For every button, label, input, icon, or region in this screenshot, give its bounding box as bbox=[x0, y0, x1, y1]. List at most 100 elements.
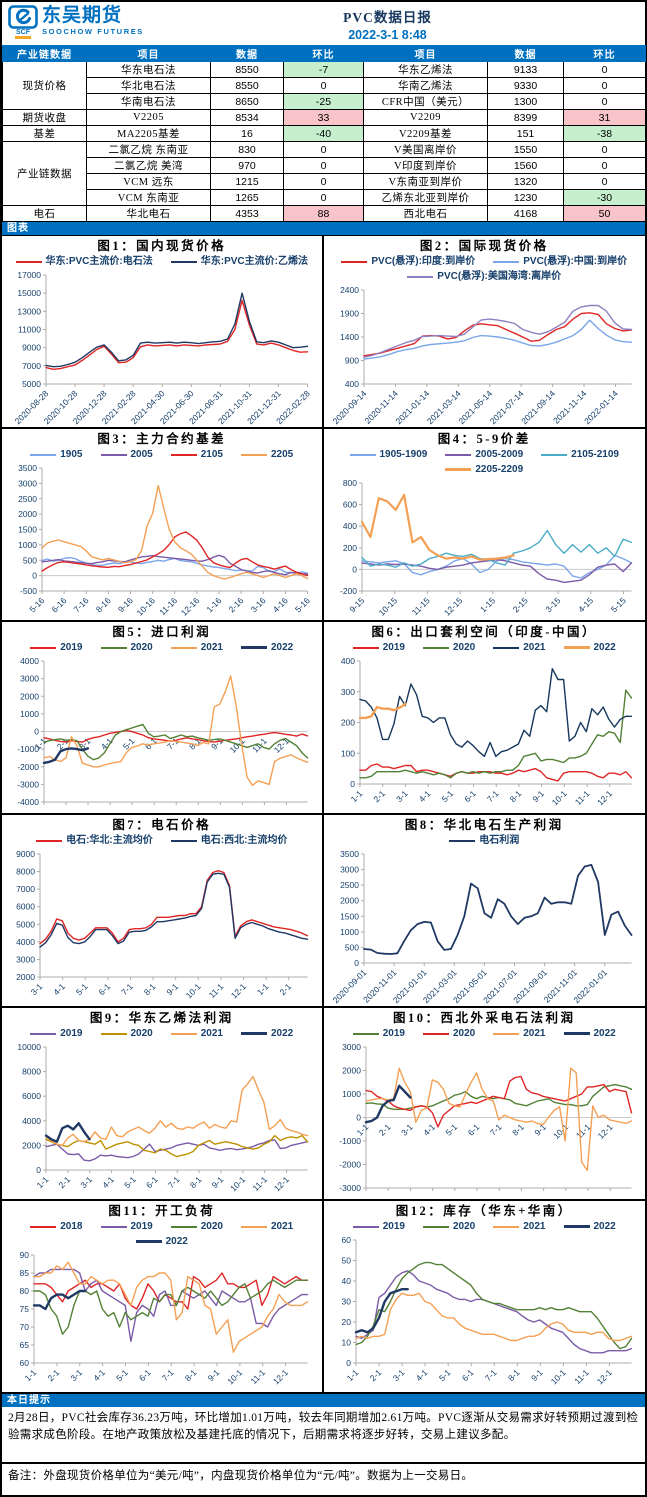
svg-text:3000: 3000 bbox=[20, 674, 39, 684]
legend-label: 2105-2109 bbox=[571, 449, 619, 460]
brand-name-cn: 东吴期货 bbox=[42, 5, 123, 26]
legend-label: 2019 bbox=[60, 642, 83, 653]
table-row: 电石 华北电石 4353 88 西北电石 4168 50 bbox=[2, 205, 646, 222]
legend-label: 2022 bbox=[271, 1028, 294, 1039]
chart-title: 图3：主力合约基差 bbox=[97, 432, 227, 446]
legend-entry: 1905-1909 bbox=[349, 447, 427, 462]
svg-text:9-1: 9-1 bbox=[530, 788, 546, 804]
svg-text:4-15: 4-15 bbox=[576, 595, 595, 614]
svg-text:2-1: 2-1 bbox=[277, 981, 293, 997]
value-cell: 1550 bbox=[487, 141, 564, 158]
legend-swatch bbox=[170, 646, 197, 649]
svg-text:3-15: 3-15 bbox=[543, 595, 562, 614]
svg-text:0: 0 bbox=[34, 727, 39, 737]
chart-plot: 05001000150020002500300035002020-09-0120… bbox=[330, 849, 632, 1005]
legend-label: 2205-2209 bbox=[475, 464, 524, 475]
legend-entry: PVC(悬浮):中国:到岸价 bbox=[493, 254, 627, 269]
svg-text:2400: 2400 bbox=[340, 285, 359, 295]
chart-legend: 2019 2020 2021 2022 bbox=[328, 1026, 642, 1041]
svg-text:1000: 1000 bbox=[18, 540, 37, 550]
legend-entry: PVC(悬浮):美国海湾:离岸价 bbox=[407, 269, 561, 284]
chart-title: 图12：库存（华东+华南） bbox=[395, 1204, 573, 1218]
change-cell: 88 bbox=[283, 205, 364, 222]
svg-text:400: 400 bbox=[340, 656, 354, 666]
svg-text:1-1: 1-1 bbox=[255, 981, 271, 997]
legend-label: 2020 bbox=[453, 642, 476, 653]
legend-label: PVC(悬浮):美国海湾:离岸价 bbox=[437, 271, 562, 282]
value-cell: 8399 bbox=[487, 109, 564, 126]
svg-text:9-1: 9-1 bbox=[164, 981, 180, 997]
svg-text:2-16: 2-16 bbox=[226, 595, 245, 614]
value-cell: 8550 bbox=[210, 77, 284, 94]
report-title: PVC数据日报 bbox=[343, 10, 432, 25]
legend-entry: 2019 bbox=[352, 1219, 405, 1234]
svg-text:200: 200 bbox=[342, 543, 356, 553]
legend-entry: 2022 bbox=[241, 640, 293, 655]
legend-entry: 2018 bbox=[30, 1219, 83, 1234]
svg-text:8-1: 8-1 bbox=[183, 1367, 199, 1383]
item-cell: 华东乙烯法 bbox=[363, 61, 488, 78]
legend-label: 2022 bbox=[593, 1028, 616, 1039]
chart-legend: 2019 2020 2021 2022 bbox=[328, 640, 642, 655]
item-cell: VCM 远东 bbox=[86, 173, 211, 190]
chart-figure-2: 图2：国际现货价格 PVC(悬浮):印度:到岸价 PVC(悬浮):中国:到岸价 PV… bbox=[323, 236, 645, 429]
brand-text: 东吴期货 SOOCHOW FUTURES bbox=[42, 5, 144, 36]
svg-text:2-1: 2-1 bbox=[371, 788, 387, 804]
svg-text:50: 50 bbox=[341, 1256, 351, 1266]
svg-text:4-1: 4-1 bbox=[91, 1367, 107, 1383]
legend-entry: 2019 bbox=[352, 1026, 405, 1041]
svg-text:800: 800 bbox=[342, 478, 356, 488]
svg-text:7000: 7000 bbox=[16, 884, 35, 894]
svg-text:7-1: 7-1 bbox=[484, 788, 500, 804]
svg-text:12-15: 12-15 bbox=[441, 595, 464, 618]
svg-text:6-16: 6-16 bbox=[49, 595, 68, 614]
legend-swatch bbox=[493, 646, 520, 649]
svg-text:1000: 1000 bbox=[340, 927, 359, 937]
col-header-value: 数据 bbox=[210, 45, 284, 62]
legend-entry: 2019 bbox=[352, 640, 405, 655]
svg-text:12-1: 12-1 bbox=[229, 981, 248, 1000]
legend-swatch bbox=[352, 1225, 379, 1228]
legend-swatch bbox=[445, 468, 472, 471]
charts-grid: 图1：国内现货价格 华东:PVC主流价:电石法 华东:PVC主流价:乙烯法 500… bbox=[2, 235, 645, 1394]
legend-entry: 2022 bbox=[241, 1026, 293, 1041]
group-label: 现货价格 bbox=[2, 61, 87, 110]
item-cell: V2205 bbox=[86, 109, 211, 126]
legend-entry: 2105 bbox=[170, 447, 223, 462]
chart-figure-9: 图9：华东乙烯法利润 2019 2020 2021 2022 0 2000 4000 600… bbox=[2, 1008, 324, 1201]
legend-swatch bbox=[563, 1032, 590, 1035]
legend-label: PVC(悬浮):印度:到岸价 bbox=[371, 256, 476, 267]
legend-label: 2005-2009 bbox=[475, 449, 524, 460]
table-row: 华南电石法 8650 -25 CFR中国（美元） 1300 0 bbox=[3, 93, 646, 110]
group-label: 期货收盘 bbox=[2, 109, 87, 126]
svg-text:10-1: 10-1 bbox=[549, 788, 568, 807]
table-row: VCM 远东 1215 0 V东南亚到岸价 1320 0 bbox=[3, 173, 646, 190]
chart-title: 图8：华北电石生产利润 bbox=[404, 818, 564, 832]
value-cell: 830 bbox=[210, 141, 284, 158]
svg-text:8000: 8000 bbox=[22, 1067, 41, 1077]
svg-text:2-1: 2-1 bbox=[376, 1122, 392, 1138]
legend-entry: 2022 bbox=[563, 640, 616, 655]
legend-swatch bbox=[407, 275, 434, 278]
svg-text:-3000: -3000 bbox=[339, 1183, 361, 1193]
logo-mark: SCF bbox=[8, 5, 38, 39]
chart-title: 图6：出口套利空间（印度-中国） bbox=[371, 625, 597, 639]
legend-label: 2019 bbox=[60, 1028, 83, 1039]
chart-figure-12: 图12：库存（华东+华南） 2019 2020 2021 2022 0 10 20 30 40… bbox=[323, 1201, 645, 1394]
svg-text:3-1: 3-1 bbox=[390, 1367, 406, 1383]
svg-text:10-1: 10-1 bbox=[225, 1367, 244, 1386]
legend-swatch bbox=[493, 1225, 520, 1228]
value-cell: 1560 bbox=[487, 157, 564, 174]
svg-text:7-1: 7-1 bbox=[160, 1367, 176, 1383]
value-cell: 1300 bbox=[487, 93, 564, 110]
value-cell: 9133 bbox=[487, 61, 564, 78]
legend-label: 华东:PVC主流价:电石法 bbox=[45, 256, 153, 267]
legend-entry: 2021 bbox=[170, 1026, 223, 1041]
group-label: 电石 bbox=[2, 205, 87, 222]
change-cell: 0 bbox=[283, 141, 364, 158]
value-cell: 8550 bbox=[210, 61, 284, 78]
legend-entry: 2105-2109 bbox=[541, 447, 619, 462]
legend-label: 2020 bbox=[130, 1028, 153, 1039]
svg-text:3500: 3500 bbox=[18, 463, 37, 473]
